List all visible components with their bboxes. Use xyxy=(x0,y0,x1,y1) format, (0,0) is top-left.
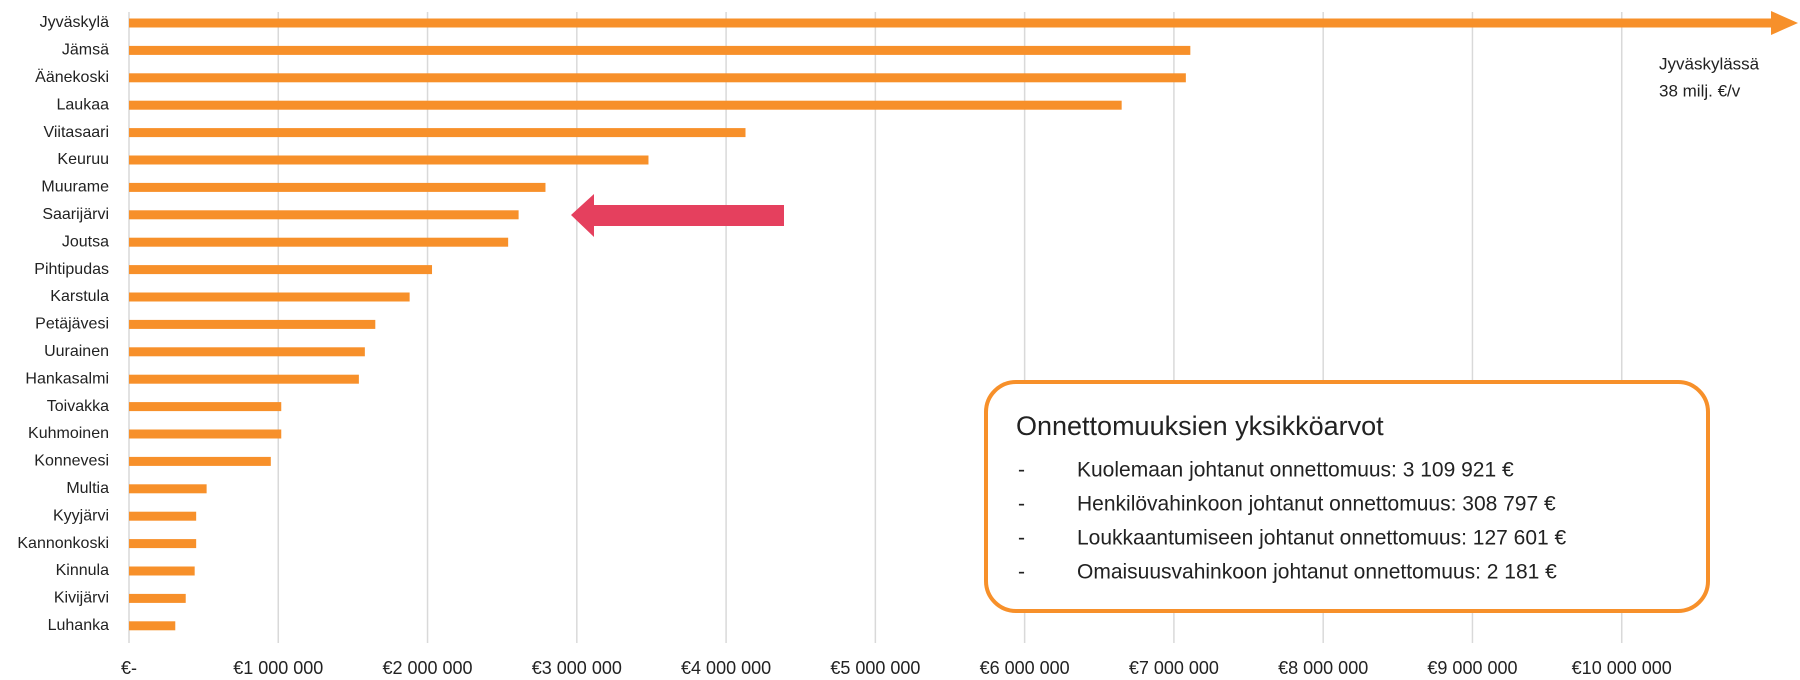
x-tick-label: €3 000 000 xyxy=(532,658,622,678)
x-tick-label: €- xyxy=(121,658,137,678)
y-tick-label: Hankasalmi xyxy=(25,370,109,387)
x-tick-label: €4 000 000 xyxy=(681,658,771,678)
y-tick-label: Pihtipudas xyxy=(34,261,109,278)
info-item: Kuolemaan johtanut onnettomuus: 3 109 92… xyxy=(1077,459,1514,482)
bars xyxy=(129,11,1798,631)
y-tick-label: Karstula xyxy=(50,288,109,305)
bar xyxy=(129,593,186,603)
y-tick-label: Laukaa xyxy=(57,96,110,113)
x-tick-label: €8 000 000 xyxy=(1278,658,1368,678)
bar xyxy=(129,621,176,631)
bullet: - xyxy=(1018,459,1025,482)
y-tick-label: Kyyjärvi xyxy=(53,507,109,524)
bar xyxy=(129,456,271,466)
y-tick-label: Multia xyxy=(66,480,109,497)
y-tick-label: Uurainen xyxy=(44,343,109,360)
bar xyxy=(129,100,1122,110)
bar xyxy=(129,429,282,439)
y-tick-label: Muurame xyxy=(41,179,109,196)
bar xyxy=(129,566,195,576)
x-tick-label: €9 000 000 xyxy=(1427,658,1517,678)
bar xyxy=(129,347,365,357)
y-tick-label: Äänekoski xyxy=(35,68,109,86)
y-tick-label: Kuhmoinen xyxy=(28,425,109,442)
bar xyxy=(129,18,1771,28)
y-tick-label: Jyväskylä xyxy=(40,14,109,31)
bar xyxy=(129,73,1186,83)
info-item: Loukkaantumiseen johtanut onnettomuus: 1… xyxy=(1077,527,1567,550)
bar xyxy=(129,210,519,220)
x-tick-label: €6 000 000 xyxy=(980,658,1070,678)
y-tick-label: Kinnula xyxy=(56,562,109,579)
x-tick-label: €10 000 000 xyxy=(1572,658,1672,678)
x-tick-label: €2 000 000 xyxy=(382,658,472,678)
info-item: Omaisuusvahinkoon johtanut onnettomuus: … xyxy=(1077,561,1557,584)
bar xyxy=(129,402,282,412)
bar xyxy=(129,539,197,549)
y-tick-label: Keuruu xyxy=(57,151,109,168)
y-tick-label: Petäjävesi xyxy=(35,316,109,333)
bullet: - xyxy=(1018,527,1025,550)
info-box-title: Onnettomuuksien yksikköarvot xyxy=(1016,411,1384,441)
y-tick-label: Konnevesi xyxy=(34,453,109,470)
x-tick-label: €7 000 000 xyxy=(1129,658,1219,678)
x-tick-label: €1 000 000 xyxy=(233,658,323,678)
bar xyxy=(129,128,746,138)
info-box xyxy=(984,380,1710,613)
bar xyxy=(129,182,546,192)
annotation-line: 38 milj. €/v xyxy=(1659,81,1741,100)
bar xyxy=(129,511,197,521)
annotation-line: Jyväskylässä xyxy=(1659,54,1760,73)
bar xyxy=(129,45,1191,55)
bar xyxy=(129,237,509,247)
y-tick-label: Viitasaari xyxy=(43,124,109,141)
x-tick-label: €5 000 000 xyxy=(830,658,920,678)
bullet: - xyxy=(1018,493,1025,516)
bar xyxy=(129,265,433,275)
y-tick-label: Kivijärvi xyxy=(54,590,109,607)
y-tick-label: Saarijärvi xyxy=(42,206,109,223)
info-item: Henkilövahinkoon johtanut onnettomuus: 3… xyxy=(1077,493,1556,516)
y-tick-label: Luhanka xyxy=(48,617,109,634)
bullet: - xyxy=(1018,561,1025,584)
y-tick-label: Toivakka xyxy=(47,398,109,415)
highlight-arrow xyxy=(571,194,784,237)
info-box-items: - Kuolemaan johtanut onnettomuus: 3 109 9… xyxy=(1018,459,1567,584)
y-tick-label: Joutsa xyxy=(62,233,109,250)
y-tick-label: Kannonkoski xyxy=(17,535,109,552)
bar xyxy=(129,155,649,165)
bar xyxy=(129,484,207,494)
overflow-arrowhead xyxy=(1771,11,1798,35)
bar xyxy=(129,292,410,302)
y-tick-label: Jämsä xyxy=(62,42,109,59)
bar xyxy=(129,374,359,384)
bar xyxy=(129,319,376,329)
